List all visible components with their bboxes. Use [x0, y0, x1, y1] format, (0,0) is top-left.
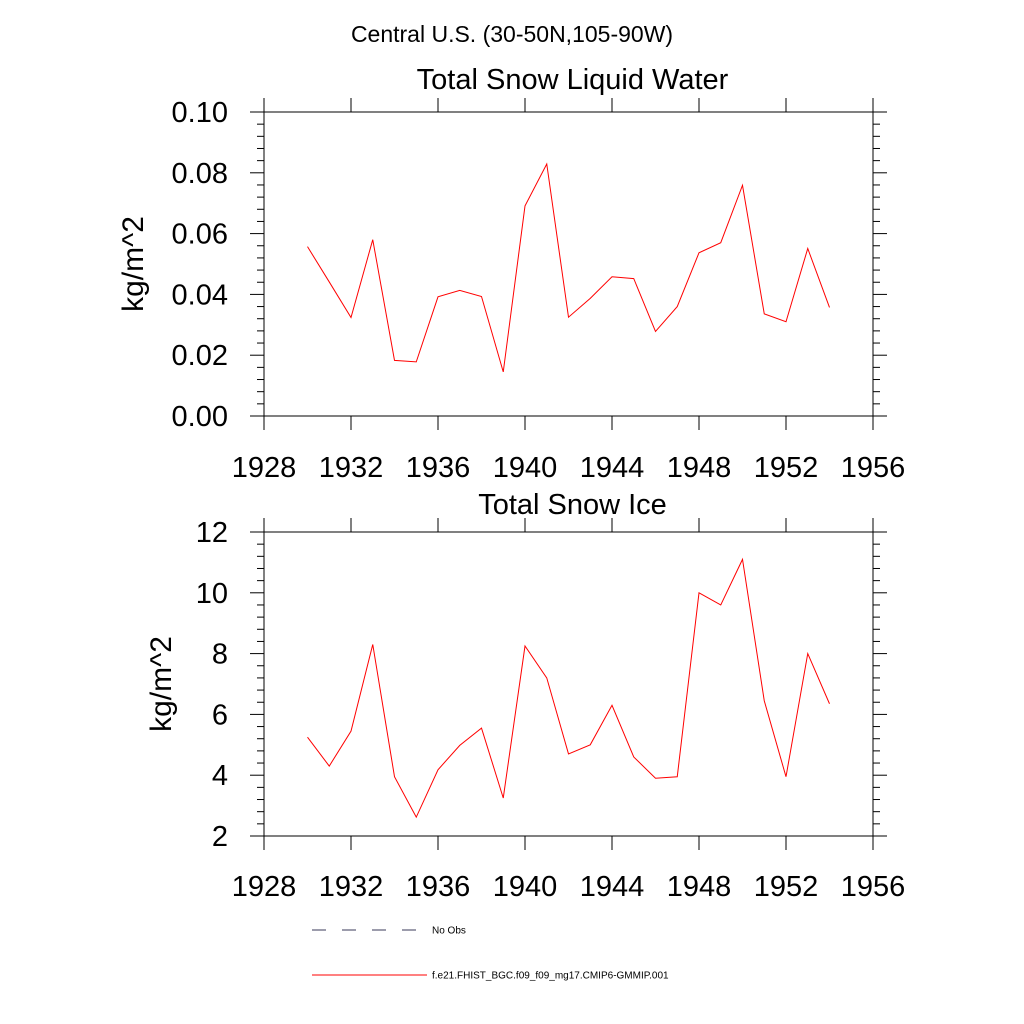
series-line: [307, 557, 830, 819]
x-tick-label: 1936: [406, 871, 471, 903]
x-tick-label: 1936: [406, 452, 471, 484]
x-tick-label: 1932: [319, 452, 384, 484]
y-axis-label: kg/m^2: [117, 216, 150, 312]
y-tick-label: 12: [196, 517, 228, 549]
plot-frame: [263, 531, 874, 837]
y-tick-label: 0.04: [172, 279, 228, 311]
panel-snow-ice: Total Snow Ice 1928 1932 1936 1940 1944 1948 19…: [145, 489, 905, 903]
x-tick-label: 1928: [232, 452, 297, 484]
y-tick-label: 4: [212, 760, 228, 792]
x-tick-label: 1944: [580, 452, 645, 484]
x-tick-label: 1956: [841, 452, 906, 484]
legend-label: f.e21.FHIST_BGC.f09_f09_mg17.CMIP6-GMMIP…: [432, 971, 669, 982]
legend: No Obs f.e21.FHIST_BGC.f09_f09_mg17.CMIP6…: [312, 926, 669, 982]
series-line: [307, 162, 830, 373]
y-tick-label: 2: [212, 821, 228, 853]
figure-title: Central U.S. (30-50N,105-90W): [351, 21, 673, 47]
y-tick-label: 10: [196, 578, 228, 610]
panel-title: Total Snow Ice: [478, 489, 667, 521]
panel-snow-liquid-water: Total Snow Liquid Water 1928 1932 1936 1940 1…: [117, 64, 905, 484]
x-tick-label: 1940: [493, 871, 558, 903]
y-tick-label: 0.02: [172, 340, 228, 372]
y-tick-label: 8: [212, 639, 228, 671]
plot-frame: [263, 111, 874, 417]
legend-label: No Obs: [432, 926, 466, 937]
y-tick-label: 0.06: [172, 219, 228, 251]
x-tick-label: 1948: [667, 871, 732, 903]
x-tick-label: 1932: [319, 871, 384, 903]
y-tick-label: 0.00: [172, 401, 228, 433]
y-tick-label: 0.10: [172, 97, 228, 129]
x-tick-label: 1944: [580, 871, 645, 903]
x-tick-label: 1948: [667, 452, 732, 484]
x-tick-label: 1940: [493, 452, 558, 484]
x-tick-label: 1952: [754, 871, 819, 903]
y-tick-label: 6: [212, 699, 228, 731]
panel-title: Total Snow Liquid Water: [417, 64, 729, 96]
x-tick-label: 1952: [754, 452, 819, 484]
y-tick-label: 0.08: [172, 158, 228, 190]
x-tick-label: 1928: [232, 871, 297, 903]
y-axis-label: kg/m^2: [145, 636, 178, 732]
x-tick-label: 1956: [841, 871, 906, 903]
